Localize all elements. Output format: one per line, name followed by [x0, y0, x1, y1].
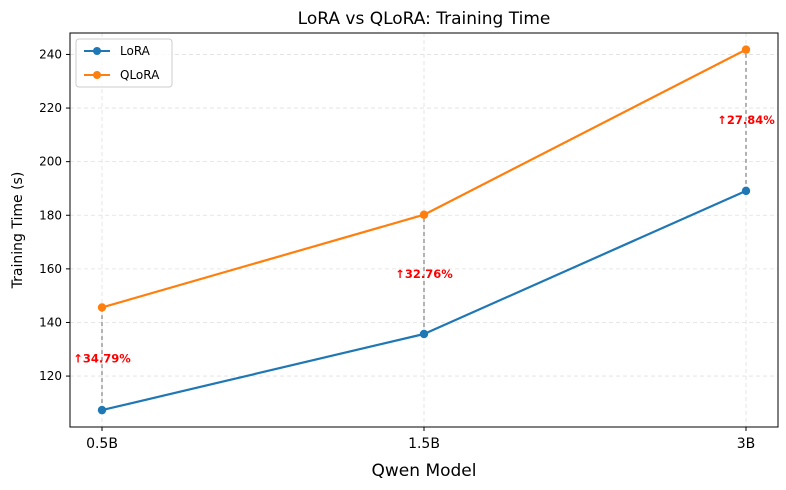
percent-increase-label: ↑27.84%	[717, 113, 775, 127]
x-axis-label: Qwen Model	[372, 461, 477, 481]
legend-label-qlora: QLoRA	[120, 68, 160, 82]
legend-label-lora: LoRA	[120, 44, 151, 58]
y-tick-label: 220	[39, 101, 62, 115]
data-point-lora	[97, 405, 107, 415]
y-axis-ticks: 120 140 160 180 200 220 240	[39, 47, 70, 383]
y-tick-label: 140	[39, 315, 62, 329]
x-tick-label: 0.5B	[86, 436, 118, 452]
series-layer	[97, 45, 751, 415]
chart-title: LoRA vs QLoRA: Training Time	[298, 9, 551, 29]
y-tick-label: 120	[39, 369, 62, 383]
x-axis-ticks: 0.5B 1.5B 3B	[86, 427, 755, 452]
y-tick-label: 180	[39, 208, 62, 222]
data-point-lora	[741, 186, 751, 196]
data-point-qlora	[419, 210, 429, 219]
x-tick-label: 1.5B	[408, 436, 440, 452]
annotation-layer: ↑34.79% ↑32.76% ↑27.84%	[73, 113, 775, 366]
legend-marker-lora	[93, 47, 101, 55]
y-tick-label: 200	[39, 155, 62, 169]
legend: LoRA QLoRA	[75, 38, 173, 88]
difference-lines	[101, 49, 747, 411]
percent-increase-label: ↑34.79%	[73, 352, 131, 366]
data-point-qlora	[97, 303, 107, 312]
x-tick-label: 3B	[737, 436, 756, 452]
percent-increase-label: ↑32.76%	[395, 267, 453, 281]
y-axis-label: Training Time (s)	[10, 172, 26, 290]
data-point-qlora	[741, 45, 751, 54]
y-tick-label: 240	[39, 47, 62, 61]
legend-marker-qlora	[93, 71, 101, 79]
data-point-lora	[419, 329, 429, 339]
y-tick-label: 160	[39, 262, 62, 276]
